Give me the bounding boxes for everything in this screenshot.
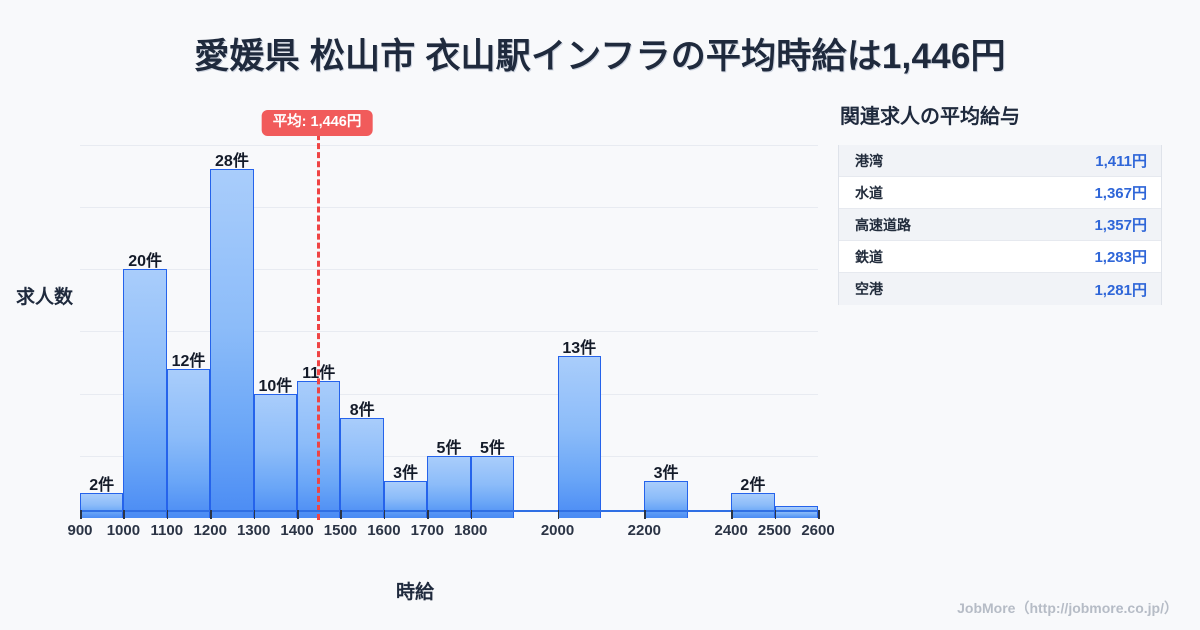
bar-value-label: 28件 <box>215 153 249 171</box>
bar <box>166 368 211 518</box>
x-tick-label: 1700 <box>410 522 444 539</box>
salary-value: 1,411円 <box>1095 153 1147 170</box>
x-tick <box>80 510 82 519</box>
bar-value-label: 13件 <box>562 340 597 358</box>
bar-value-label: 3件 <box>393 464 419 482</box>
x-tick <box>644 510 646 519</box>
x-axis-line <box>80 510 818 512</box>
x-tick-label: 1800 <box>454 522 488 539</box>
bar <box>644 480 688 518</box>
x-tick <box>427 510 429 519</box>
gridline <box>80 144 818 146</box>
salary-value: 1,357円 <box>1094 217 1147 234</box>
bar-value-label: 2件 <box>89 477 115 495</box>
bar <box>731 493 775 518</box>
x-tick-label: 2500 <box>757 522 792 539</box>
salary-value: 1,367円 <box>1094 185 1147 202</box>
related-salary-title: 関連求人の平均給与 <box>840 106 1020 128</box>
bar-value-label: 8件 <box>349 402 375 420</box>
salary-category-label: 水道 <box>855 184 883 201</box>
x-tick <box>731 510 733 519</box>
bar-value-label: 5件 <box>436 439 462 457</box>
x-tick-label: 1500 <box>323 522 358 539</box>
gridline <box>80 206 818 208</box>
x-tick-label: 900 <box>67 522 93 539</box>
bar <box>80 493 124 518</box>
x-tick <box>557 510 560 519</box>
x-tick-label: 1400 <box>280 522 314 539</box>
table-row[interactable]: 水道 1,367円 <box>839 177 1161 209</box>
salary-category-label: 港湾 <box>855 152 883 169</box>
x-tick-label: 1300 <box>236 522 271 539</box>
x-tick <box>470 510 473 519</box>
table-row[interactable]: 港湾 1,411円 <box>839 145 1161 177</box>
salary-category-label: 高速道路 <box>855 216 911 233</box>
related-salary-table: 港湾 1,411円水道 1,367円高速道路 1,357円鉄道 1,283円空港 1,28… <box>838 145 1162 305</box>
x-tick-label: 1600 <box>367 522 401 539</box>
bar-value-label: 2件 <box>740 477 766 495</box>
x-tick <box>210 510 212 519</box>
x-tick <box>340 510 343 519</box>
x-tick <box>818 510 820 519</box>
x-tick-label: 2600 <box>801 522 835 539</box>
table-row[interactable]: 高速道路 1,357円 <box>839 209 1161 241</box>
histogram-chart: 求人数 2件 20件 12件 28件 10件 11件 8件 3件 5件 5件 13件 3件 2件 平均:… <box>0 90 835 603</box>
average-line <box>317 116 321 520</box>
average-badge: 平均: 1,446円 <box>261 110 373 136</box>
bar <box>253 393 298 518</box>
x-tick-label: 2400 <box>714 522 748 539</box>
bar-value-label: 10件 <box>258 377 293 395</box>
bar <box>340 418 384 518</box>
bar <box>557 356 601 518</box>
x-tick-label: 1200 <box>193 522 227 539</box>
plot-area: 2件 20件 12件 28件 10件 11件 8件 3件 5件 5件 13件 3件 2件 平均: 1,4… <box>80 98 818 520</box>
related-salary-panel: 関連求人の平均給与 港湾 1,411円水道 1,367円高速道路 1,357円鉄道 1,… <box>838 100 1168 305</box>
table-row[interactable]: 空港 1,281円 <box>839 273 1161 305</box>
bar-value-label: 5件 <box>479 439 505 457</box>
bar-value-label: 12件 <box>171 352 206 370</box>
salary-value: 1,283円 <box>1094 249 1147 266</box>
bar-value-label: 20件 <box>128 253 163 270</box>
x-tick-label: 2200 <box>627 522 662 539</box>
bar <box>383 480 428 518</box>
gridline <box>80 269 818 270</box>
footer-attribution: JobMore（http://jobmore.co.jp/） <box>957 600 1178 616</box>
y-axis-title: 求人数 <box>16 287 74 308</box>
x-tick-label: 1000 <box>106 522 141 539</box>
x-tick <box>297 510 299 519</box>
salary-category-label: 空港 <box>855 281 883 297</box>
x-tick <box>774 510 777 519</box>
bar <box>427 455 471 518</box>
gridline <box>80 331 818 333</box>
x-tick <box>166 510 169 519</box>
bar <box>210 169 254 518</box>
page-title: 愛媛県 松山市 衣山駅インフラの平均時給は1,446円 <box>194 37 1006 76</box>
x-tick <box>253 510 256 519</box>
gridline <box>80 393 818 395</box>
salary-value: 1,281円 <box>1094 281 1147 299</box>
x-tick-label: 2000 <box>540 522 575 539</box>
x-tick-label: 1100 <box>150 522 184 539</box>
x-axis-title: 時給 <box>395 582 434 603</box>
salary-category-label: 鉄道 <box>855 248 883 265</box>
bar-value-label: 3件 <box>653 464 679 482</box>
x-tick <box>123 510 125 519</box>
x-tick <box>383 510 386 519</box>
bar <box>470 455 515 518</box>
bar <box>123 269 167 518</box>
table-row[interactable]: 鉄道 1,283円 <box>839 241 1161 273</box>
